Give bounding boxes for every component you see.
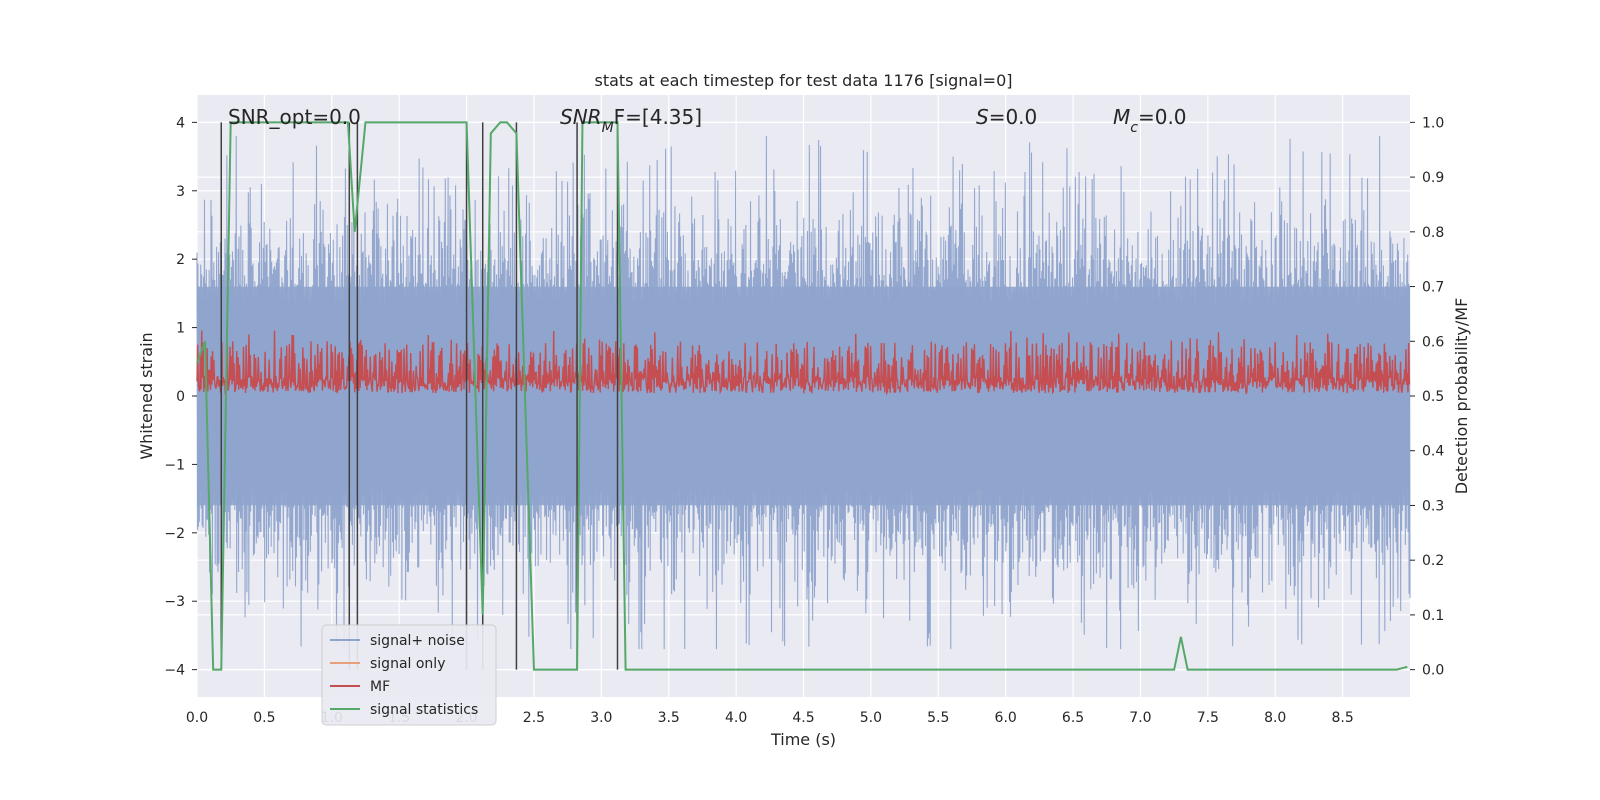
y2-axis-ticks: 0.0 0.1 0.2 0.3 0.4 0.5 0.6 0.7 0.8 0.9 1.0 (1410, 115, 1444, 679)
y-tick-label: −4 (164, 663, 185, 679)
y-tick-label: 1 (176, 321, 185, 337)
annotation-s-label: S (976, 105, 989, 129)
annotation-snr-mf-base: SNR (560, 105, 602, 129)
y2-tick-label: 1.0 (1422, 115, 1444, 131)
x-tick-label: 6.0 (995, 710, 1017, 726)
y2-tick-label: 0.0 (1422, 663, 1444, 679)
legend-box (321, 624, 497, 726)
x-tick-label: 8.5 (1331, 710, 1353, 726)
y-tick-label: 3 (176, 184, 185, 200)
signal-noise-series (196, 136, 1411, 650)
legend-label-signal-only: signal only (370, 656, 445, 672)
y2-tick-label: 0.8 (1422, 225, 1444, 241)
y2-axis-label: Detection probability/MF (1452, 298, 1471, 495)
x-tick-label: 7.0 (1129, 710, 1151, 726)
y2-tick-label: 0.1 (1422, 608, 1444, 624)
x-tick-label: 3.0 (590, 710, 612, 726)
y-tick-label: −3 (164, 594, 185, 610)
y2-tick-label: 0.6 (1422, 334, 1444, 350)
annotation-mc-base: M (1113, 105, 1130, 129)
x-tick-label: 0.0 (186, 710, 208, 726)
x-tick-label: 7.5 (1197, 710, 1219, 726)
vertical-markers (220, 122, 619, 670)
legend-label-signal-noise: signal+ noise (370, 633, 465, 649)
legend: signal+ noise signal only MF signal stat… (321, 624, 497, 726)
y-tick-label: 0 (176, 389, 185, 405)
y2-tick-label: 0.3 (1422, 498, 1444, 514)
x-tick-label: 5.5 (927, 710, 949, 726)
x-tick-label: 2.5 (523, 710, 545, 726)
y-tick-label: −1 (164, 457, 185, 473)
y2-tick-label: 0.4 (1422, 444, 1444, 460)
x-tick-label: 5.0 (860, 710, 882, 726)
y2-tick-label: 0.7 (1422, 280, 1444, 296)
annotation-snr-mf: SNRMF=[4.35] (560, 105, 702, 136)
y2-tick-label: 0.9 (1422, 170, 1444, 186)
x-tick-label: 0.5 (253, 710, 275, 726)
x-axis-label: Time (s) (770, 730, 836, 749)
x-tick-label: 8.0 (1264, 710, 1286, 726)
y2-tick-label: 0.5 (1422, 389, 1444, 405)
annotation-mc-value: =0.0 (1138, 105, 1187, 129)
y-axis-ticks: −4 −3 −2 −1 0 1 2 3 4 (164, 115, 197, 679)
chart-title: stats at each timestep for test data 117… (594, 71, 1012, 90)
y-tick-label: 4 (176, 115, 185, 131)
x-tick-label: 4.5 (792, 710, 814, 726)
x-tick-label: 6.5 (1062, 710, 1084, 726)
signal-noise-core (197, 286, 1410, 506)
y-tick-label: 2 (176, 252, 185, 268)
legend-label-mf: MF (370, 679, 390, 695)
annotation-snr-mf-sub: M (602, 120, 614, 136)
annotation-s: S=0.0 (976, 105, 1037, 129)
annotation-snr-opt: SNR_opt=0.0 (228, 105, 361, 129)
y-axis-label: Whitened strain (137, 332, 156, 459)
x-tick-label: 4.0 (725, 710, 747, 726)
y2-tick-label: 0.2 (1422, 553, 1444, 569)
annotation-mc: Mc=0.0 (1113, 105, 1187, 136)
annotation-s-value: =0.0 (989, 105, 1038, 129)
mf-line (196, 330, 1411, 396)
y-tick-label: −2 (164, 526, 185, 542)
signal-statistics-line (196, 121, 1408, 671)
x-tick-label: 3.5 (658, 710, 680, 726)
legend-label-signal-statistics: signal statistics (370, 702, 478, 718)
signal-statistics-series (196, 121, 1408, 671)
annotation-snr-mf-rest: F=[4.35] (614, 105, 702, 129)
annotation-mc-sub: c (1130, 120, 1138, 136)
mf-series (196, 330, 1411, 396)
